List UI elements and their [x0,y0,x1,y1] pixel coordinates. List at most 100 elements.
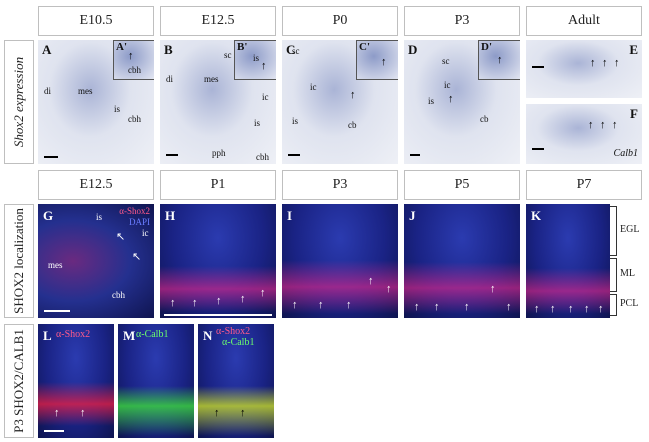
arrow-icon: ↑ [614,57,620,69]
scale-bar [164,314,272,316]
inset-letter: A' [116,41,127,53]
header-p1: P1 [160,170,276,200]
scale-bar [410,154,420,156]
panel-letter: B [164,42,173,57]
label-is: is [292,116,299,126]
scale-bar [288,154,300,156]
header-p5: P5 [404,170,520,200]
arrow-icon: ↑ [214,407,220,419]
panel-i: I ↑ ↑ ↑ ↑ ↑ [282,204,398,318]
stain-shox2: α-Shox2 [216,326,251,337]
label-ic: ic [142,228,149,238]
arrow-icon: ↑ [414,301,420,313]
arrow-icon: ↑ [346,299,352,311]
arrow-icon: ↑ [80,407,86,419]
stain-shox2: α-Shox2 [119,206,150,216]
arrow-icon: ↑ [588,119,594,131]
label-is: is [114,104,121,114]
scale-bar [44,156,58,158]
label-cbh: cbh [128,114,141,124]
calb1-signal-band [118,386,194,436]
arrow-icon: ↖ [132,251,142,263]
label-di: di [166,74,174,84]
label-mes: mes [204,74,219,84]
row3-label: P3 SHOX2/CALB1 [4,324,34,438]
header-adult: Adult [526,6,642,36]
arrow-icon: ↑ [448,93,454,105]
row1-label: Shox2 expression [4,40,34,164]
panel-letter: D [408,42,418,57]
arrow-icon: ↑ [381,56,387,68]
row2-label: SHOX2 localization [4,204,34,318]
label-calb1: Calb1 [613,148,638,159]
row3-label-text: P3 SHOX2/CALB1 [11,329,26,433]
layer-ml: ML [620,268,635,279]
arrow-icon: ↑ [216,295,222,307]
scale-bar [44,310,70,312]
bracket-egl [610,206,617,256]
panel-f: F ↑ ↑ ↑ Calb1 [526,104,642,164]
arrow-icon: ↑ [368,275,374,287]
label-sc: sc [292,46,300,56]
label-ic: ic [444,80,451,90]
panel-l: L α-Shox2 ↑ ↑ [38,324,114,438]
header-p7: P7 [526,170,642,200]
arrow-icon: ↑ [240,293,246,305]
arrow-icon: ↑ [584,303,590,315]
panel-letter: I [287,208,293,223]
arrow-icon: ↑ [550,303,556,315]
inset-a-prime: A' cbh ↑ [113,40,154,80]
arrow-icon: ↑ [240,407,246,419]
label-sc: sc [224,50,232,60]
header-p0: P0 [282,6,398,36]
calb1-signal-band [198,386,274,436]
panel-a: A A' cbh ↑ di mes is cbh [38,40,154,164]
panel-letter: H [165,208,176,223]
inset-letter: B' [237,41,248,53]
arrow-icon: ↑ [490,283,496,295]
row1-label-text: Shox2 expression [11,56,26,148]
arrow-icon: ↑ [192,297,198,309]
arrow-icon: ↑ [534,303,540,315]
panel-k: K ↑ ↑ ↑ ↑ ↑ [526,204,610,318]
arrow-icon: ↑ [260,287,266,299]
arrow-icon: ↑ [318,299,324,311]
panel-g: G α-Shox2 DAPI mes is ic cbh ↖ ↖ [38,204,154,318]
header-p3-row2: P3 [282,170,398,200]
scale-bar [532,148,544,150]
label-ic: ic [262,92,269,102]
label-cb: cb [480,114,489,124]
arrow-icon: ↑ [170,297,176,309]
label-is: is [254,118,261,128]
arrow-icon: ↑ [386,283,392,295]
stain-shox2: α-Shox2 [56,329,91,340]
shox2-signal-band [38,382,114,426]
arrow-icon: ↑ [506,301,512,313]
label-is: is [428,96,435,106]
header-e12-5-row2: E12.5 [38,170,154,200]
shox2-signal-band [404,262,520,314]
panel-letter: K [531,208,542,223]
arrow-icon: ↖ [116,231,126,243]
arrow-icon: ↑ [602,57,608,69]
panel-letter: J [409,208,416,223]
layer-egl: EGL [620,224,640,235]
shox2-signal-band [526,268,610,314]
label-cbh: cbh [256,152,269,162]
stain-calb1: α-Calb1 [222,337,255,348]
inset-c-prime: C' ↑ [356,40,398,80]
label-ic: ic [310,82,317,92]
inset-label: is [253,53,260,63]
inset-label: cbh [128,65,141,75]
panel-e: E ↑ ↑ ↑ [526,40,642,98]
inset-b-prime: B' is ↑ [234,40,276,80]
arrow-icon: ↑ [434,301,440,313]
arrow-icon: ↑ [54,407,60,419]
scale-bar [44,430,64,432]
panel-letter: A [42,42,52,57]
panel-d: D D' ↑ sc ic is cb ↑ [404,40,520,164]
panel-b: B B' is ↑ di mes sc is cbh pph ic [160,40,276,164]
arrow-icon: ↑ [464,301,470,313]
arrow-icon: ↑ [497,54,503,66]
panel-m: M α-Calb1 [118,324,194,438]
